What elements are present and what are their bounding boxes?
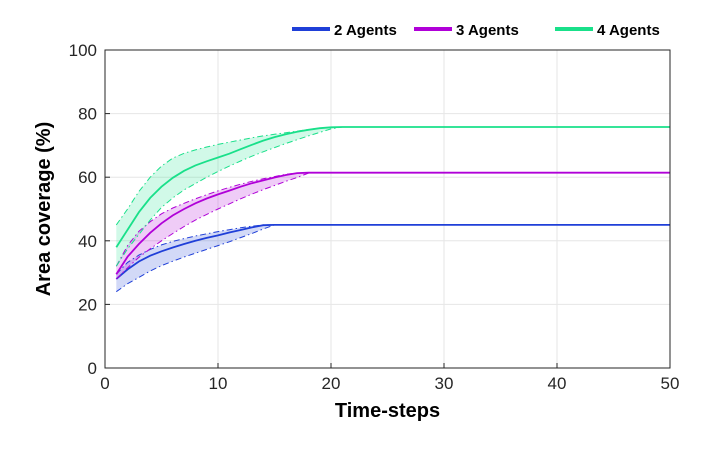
tick-labels: 0 10 20 30 40 50 0 20 40 60 80 100 <box>69 41 680 393</box>
4-agents-mean-line <box>115 126 670 248</box>
x-tick-label: 50 <box>661 374 680 393</box>
y-tick-label: 40 <box>78 232 97 251</box>
series-lines <box>115 126 670 293</box>
legend: 2 Agents 3 Agents 4 Agents <box>292 22 660 39</box>
x-tick-label: 40 <box>548 374 567 393</box>
3-agents-legend-label: 3 Agents <box>456 22 519 39</box>
3-agents-mean-line <box>115 171 670 275</box>
x-tick-label: 10 <box>209 374 228 393</box>
y-axis-title: Area coverage (%) <box>33 122 55 297</box>
4-agents-upper-line <box>115 126 670 226</box>
y-tick-label: 60 <box>78 168 97 187</box>
plot-area-frame <box>104 49 671 369</box>
y-tick-label: 0 <box>88 359 97 378</box>
x-tick-label: 0 <box>100 374 109 393</box>
y-tick-label: 100 <box>69 41 97 60</box>
y-tick-label: 20 <box>78 295 97 314</box>
2-agents-mean-line <box>115 223 670 280</box>
x-axis-title: Time-steps <box>335 400 440 422</box>
4-agents-legend-label: 4 Agents <box>597 22 660 39</box>
x-tick-label: 20 <box>322 374 341 393</box>
x-tick-label: 30 <box>435 374 454 393</box>
axes <box>104 49 671 369</box>
3-agents-upper-line <box>115 172 670 267</box>
2-agents-legend-label: 2 Agents <box>334 22 397 39</box>
y-tick-label: 80 <box>78 105 97 124</box>
